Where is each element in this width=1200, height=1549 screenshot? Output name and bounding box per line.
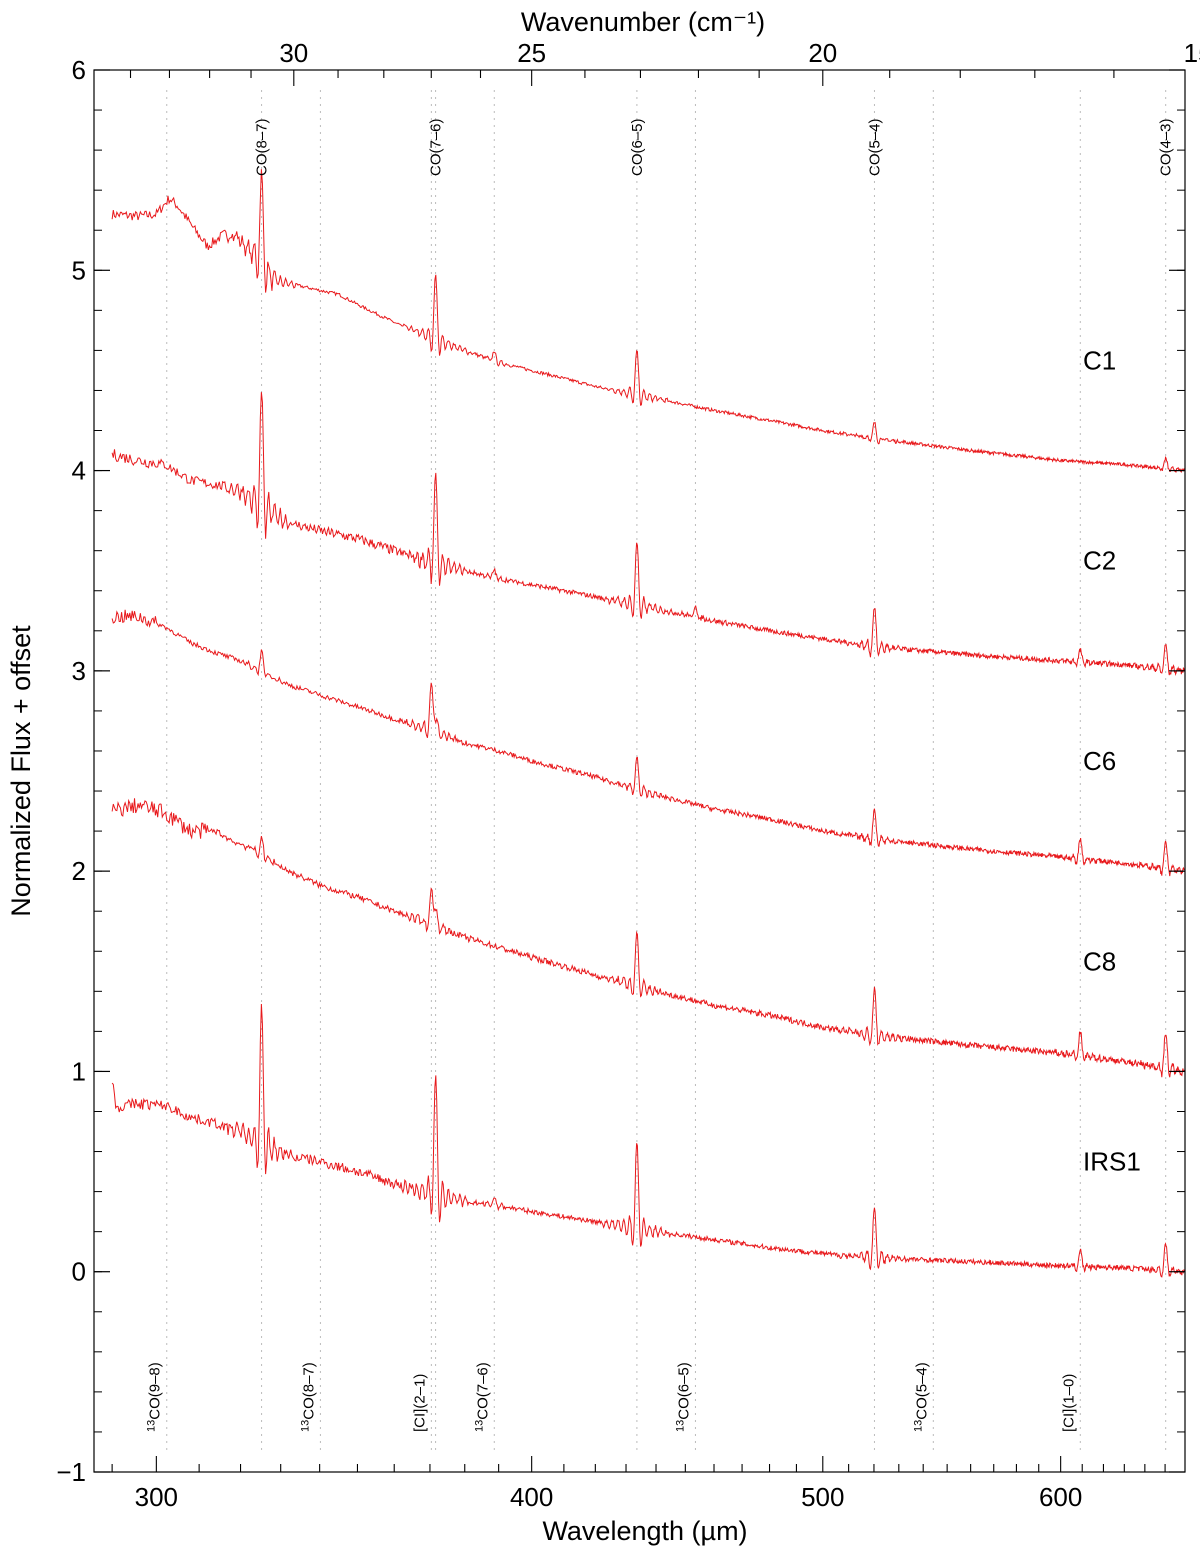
top-line-label: CO(6–5) [629,118,646,176]
bottom-line-label: 13CO(5–4) [912,1362,930,1432]
x-tick-label: 600 [1039,1482,1082,1512]
x-tick-label: 400 [510,1482,553,1512]
y-tick-label: 1 [72,1056,86,1086]
y-tick-label: 5 [72,255,86,285]
bottom-line-label: 13CO(9–8) [146,1362,164,1432]
x2-axis-title: Wavenumber (cm⁻¹) [521,7,765,37]
top-line-label: CO(7–6) [428,118,445,176]
top-line-label: CO(4–3) [1158,118,1175,176]
series-label-c1: C1 [1083,345,1116,375]
bottom-line-label: [CI](1–0) [1060,1374,1077,1432]
y-tick-label: 6 [72,55,86,85]
series-line-c2 [111,392,1186,677]
series-label-c8: C8 [1083,946,1116,976]
x-tick-label: 300 [135,1482,178,1512]
series-label-c6: C6 [1083,746,1116,776]
top-line-label: CO(5–4) [866,118,883,176]
y-axis-title: Normalized Flux + offset [6,625,36,917]
series-label-c2: C2 [1083,546,1116,576]
x2-tick-label: 20 [808,38,837,68]
bottom-line-label: 13CO(8–7) [299,1362,317,1432]
y-tick-label: −1 [56,1457,86,1487]
y-tick-label: 4 [72,456,86,486]
series-line-irs1 [111,1003,1186,1278]
top-line-label: CO(8–7) [254,118,271,176]
y-tick-label: 2 [72,856,86,886]
bottom-line-label: 13CO(7–6) [473,1362,491,1432]
axis-ticks [94,69,1185,1473]
series-line-c6 [111,609,1186,877]
series-layer [111,169,1186,1278]
series-line-c1 [111,169,1186,473]
plot-frame [93,69,1186,1473]
x2-tick-label: 25 [517,38,546,68]
x2-tick-label: 15 [1184,38,1200,68]
line-guides [166,90,1167,1452]
x2-tick-label: 30 [279,38,308,68]
x-axis-title: Wavelength (µm) [542,1516,747,1546]
x-tick-label: 500 [801,1482,844,1512]
y-tick-label: 0 [72,1257,86,1287]
series-line-c8 [111,798,1186,1078]
bottom-line-label: [CI](2–1) [411,1374,428,1432]
y-tick-label: 3 [72,656,86,686]
bottom-line-label: 13CO(6–5) [674,1362,692,1432]
axis-labels: −1 0 1 2 3 4 5 6 300 400 500 600 30 25 20 15 CO(8–7) CO(7… [56,38,1200,1512]
series-label-irs1: IRS1 [1083,1147,1141,1177]
